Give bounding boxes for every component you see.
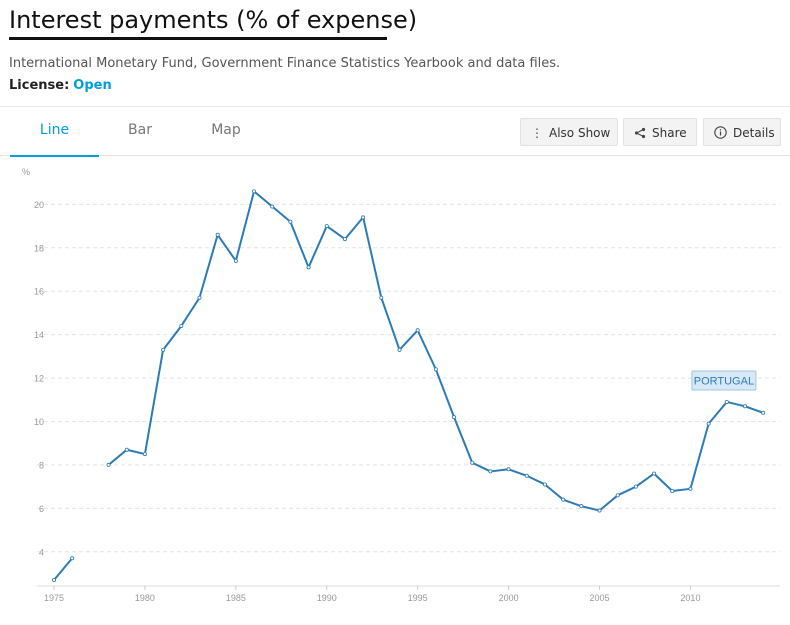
tab-map[interactable]: Map xyxy=(211,122,241,138)
x-tick-label: 1975 xyxy=(44,593,64,603)
data-point xyxy=(52,577,57,582)
data-point xyxy=(488,469,493,474)
line-chart: 4 6 8 10 12 14 16 18 20% 1975 1980 1985 1990 1995 2000… xyxy=(22,167,780,603)
series-line xyxy=(53,557,73,581)
data-point xyxy=(433,367,438,372)
title-underline xyxy=(9,37,387,40)
data-point xyxy=(724,399,729,404)
y-tick-label: 6 xyxy=(39,504,44,514)
more-vertical-icon: ⋮ xyxy=(531,126,543,140)
also-show-label: Also Show xyxy=(549,126,611,140)
data-point xyxy=(270,204,275,209)
series-line xyxy=(107,190,764,512)
data-point xyxy=(615,493,620,498)
license-line: License: Open xyxy=(9,78,112,93)
license-label: License: xyxy=(9,78,70,93)
data-point xyxy=(506,467,511,472)
data-point xyxy=(743,404,748,409)
data-point xyxy=(452,415,457,420)
y-tick-label: 18 xyxy=(34,243,44,253)
x-tick-label: 1985 xyxy=(226,593,246,603)
x-tick-label: 2005 xyxy=(590,593,610,603)
source-text: International Monetary Fund, Government … xyxy=(9,56,561,71)
share-label: Share xyxy=(652,126,687,140)
page-title: Interest payments (% of expense) xyxy=(9,6,418,34)
share-button[interactable]: Share xyxy=(623,118,697,146)
y-tick-label: 16 xyxy=(34,287,44,297)
data-point xyxy=(215,232,220,237)
x-tick-label: 2000 xyxy=(499,593,519,603)
data-point xyxy=(379,295,384,300)
data-point xyxy=(233,258,238,263)
license-link[interactable]: Open xyxy=(73,78,112,93)
chart-panel: Line Bar Map ⋮ Also Show Share Details 4 6… xyxy=(0,106,790,625)
data-point xyxy=(542,482,547,487)
data-point xyxy=(579,504,584,509)
data-point xyxy=(470,460,475,465)
series-label-box xyxy=(691,370,757,391)
details-button[interactable]: Details xyxy=(703,118,781,146)
data-point xyxy=(342,237,347,242)
share-icon xyxy=(634,127,646,139)
data-point xyxy=(161,347,166,352)
y-axis-label: % xyxy=(22,167,30,177)
data-point xyxy=(652,471,657,476)
tab-line[interactable]: Line xyxy=(10,107,99,157)
info-icon xyxy=(714,126,727,139)
details-label: Details xyxy=(733,126,775,140)
y-tick-label: 20 xyxy=(34,200,44,210)
x-tick-label: 1990 xyxy=(317,593,337,603)
data-point xyxy=(324,224,329,229)
data-point xyxy=(597,508,602,513)
data-point xyxy=(688,486,693,491)
data-point xyxy=(415,328,420,333)
data-point xyxy=(361,215,366,220)
data-point xyxy=(70,556,75,561)
data-point xyxy=(142,452,147,457)
data-point xyxy=(179,323,184,328)
data-point xyxy=(106,462,111,467)
x-tick-label: 2010 xyxy=(680,593,700,603)
y-tick-label: 10 xyxy=(34,417,44,427)
data-point xyxy=(633,484,638,489)
data-point xyxy=(670,488,675,493)
y-tick-label: 14 xyxy=(34,330,44,340)
data-point xyxy=(706,421,711,426)
also-show-button[interactable]: ⋮ Also Show xyxy=(520,118,618,146)
x-tick-label: 1995 xyxy=(408,593,428,603)
y-tick-label: 8 xyxy=(39,460,44,470)
tab-bar: Line Bar Map ⋮ Also Show Share Details xyxy=(0,107,790,157)
data-point xyxy=(397,347,402,352)
y-tick-label: 12 xyxy=(34,374,44,384)
data-point xyxy=(252,189,257,194)
series-label: PORTUGAL xyxy=(694,375,754,387)
data-point xyxy=(306,265,311,270)
data-point xyxy=(761,410,766,415)
data-point xyxy=(561,497,566,502)
data-point xyxy=(524,473,529,478)
tab-bar-chart[interactable]: Bar xyxy=(128,122,152,138)
data-point xyxy=(288,219,293,224)
x-tick-label: 1980 xyxy=(135,593,155,603)
y-tick-label: 4 xyxy=(39,547,44,557)
data-point xyxy=(197,295,202,300)
data-point xyxy=(124,447,129,452)
